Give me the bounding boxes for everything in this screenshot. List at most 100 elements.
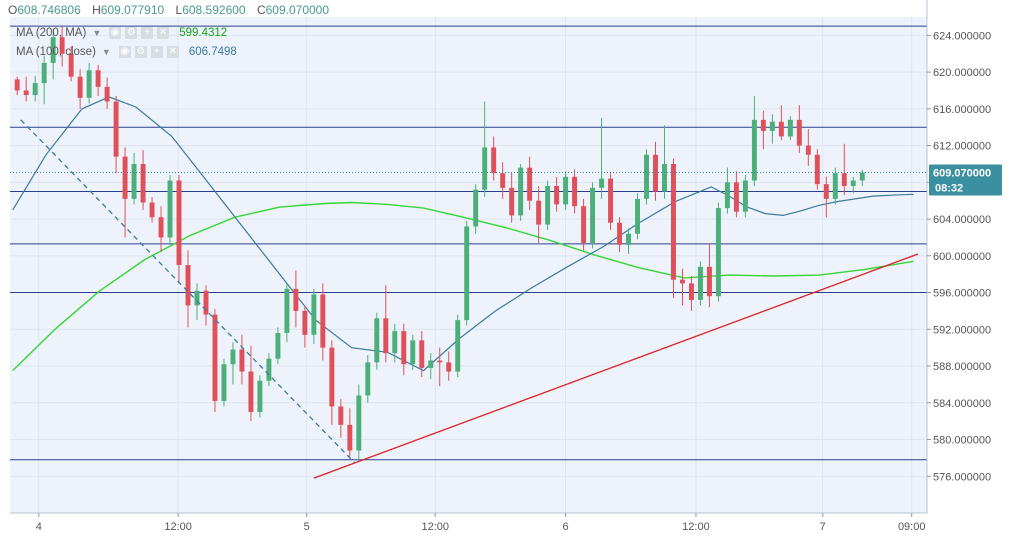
candle-body — [563, 176, 569, 205]
ohlc-legend: O608.746806 H609.077910 L608.592600 C609… — [8, 3, 337, 17]
candle-body — [536, 200, 542, 225]
low-label: L — [175, 3, 183, 17]
candle-down — [248, 345, 254, 422]
ma200-line — [12, 201, 914, 372]
eye-icon[interactable]: ◉ — [109, 27, 122, 39]
close-icon[interactable]: ✕ — [157, 27, 170, 39]
candle-down — [527, 156, 533, 210]
candle-up — [428, 353, 434, 379]
candle-up — [545, 180, 551, 231]
price-tick-label: 620.000000 — [933, 67, 991, 79]
close-icon[interactable]: ✕ — [166, 46, 179, 58]
candle-down — [446, 351, 452, 381]
candle-down — [823, 176, 829, 218]
eye-icon[interactable]: ◉ — [118, 46, 131, 58]
candle-down — [212, 309, 218, 412]
candle-body — [365, 362, 371, 396]
candle-body — [644, 154, 649, 199]
price-tick-label: 592.000000 — [933, 324, 991, 336]
candle-body — [796, 119, 802, 146]
candle-up — [751, 95, 757, 187]
candle-down — [68, 46, 74, 82]
candle-down — [329, 340, 335, 425]
candle-up — [787, 116, 793, 141]
candle-body — [77, 76, 83, 98]
candle-body — [185, 265, 191, 306]
candle-body — [23, 90, 29, 96]
candle-up — [769, 114, 775, 144]
gear-icon[interactable]: ⚙ — [134, 46, 147, 58]
candle-body — [221, 364, 227, 401]
bar-countdown: 08:32 — [935, 183, 963, 195]
candle-body — [805, 145, 811, 155]
candle-down — [59, 26, 65, 67]
candle-body — [706, 266, 712, 297]
candle-up — [518, 163, 524, 221]
candle-body — [32, 83, 38, 96]
close-value: 609.070000 — [265, 3, 330, 17]
candle-body — [167, 180, 173, 238]
candle-body — [320, 294, 326, 348]
candle-body — [464, 226, 470, 321]
price-tick-label: 616.000000 — [933, 104, 991, 116]
candle-body — [356, 395, 362, 451]
candle-body — [769, 121, 775, 131]
resistance-trendline — [20, 119, 355, 463]
price-tick-label: 624.000000 — [933, 30, 991, 42]
candle-up — [50, 28, 56, 80]
candle-body — [724, 182, 730, 209]
candle-body — [473, 189, 479, 227]
support-trendline — [313, 253, 919, 479]
time-tick-label: 12:00 — [682, 521, 710, 533]
candle-down — [760, 110, 766, 150]
candle-down — [347, 408, 353, 458]
gear-icon[interactable]: ⚙ — [125, 27, 138, 39]
candle-down — [383, 285, 389, 363]
candle-up — [41, 55, 47, 105]
indicator-ma100[interactable]: MA (100, close) ▼ ◉ ⚙ + ✕ 606.7498 — [16, 46, 237, 58]
candle-body — [140, 163, 146, 203]
time-tick-label: 4 — [36, 521, 42, 533]
candle-body — [50, 37, 56, 63]
candle-up — [356, 384, 362, 462]
candle-body — [248, 371, 254, 412]
candle-up — [257, 375, 263, 418]
indicator-ma200[interactable]: MA (200, MA) ▼ ◉ ⚙ + ✕ 599.4312 — [16, 27, 227, 39]
candle-body — [859, 172, 865, 181]
time-tick-label: 5 — [304, 521, 310, 533]
candle-up — [392, 323, 398, 363]
plus-icon[interactable]: + — [141, 27, 154, 39]
candle-up — [221, 358, 227, 407]
last-price-tag — [929, 164, 1002, 196]
chevron-down-icon[interactable]: ▼ — [92, 28, 102, 38]
indicator-ma200-value: 599.4312 — [179, 27, 228, 39]
time-tick-label: 09:00 — [898, 521, 926, 533]
plus-icon[interactable]: + — [150, 46, 163, 58]
high-label: H — [92, 3, 101, 17]
candle-body — [814, 154, 820, 185]
candle-body — [491, 147, 497, 174]
candle-body — [212, 314, 218, 401]
indicator-ma100-label: MA (100, close) — [16, 46, 96, 58]
candle-body — [176, 180, 182, 265]
chevron-down-icon[interactable]: ▼ — [101, 47, 111, 57]
price-tick-label: 604.000000 — [933, 214, 991, 226]
candle-down — [581, 198, 587, 251]
price-tick-label: 580.000000 — [933, 435, 991, 447]
candle-body — [392, 331, 398, 354]
candle-down — [158, 206, 164, 253]
candle-body — [482, 147, 488, 190]
price-tick-label: 584.000000 — [933, 398, 991, 410]
candle-down — [653, 141, 658, 201]
candle-down — [778, 105, 784, 141]
candle-body — [59, 37, 65, 54]
time-tick-label: 6 — [563, 521, 569, 533]
candle-up — [599, 118, 605, 199]
candle-down — [14, 76, 20, 96]
candle-body — [104, 86, 110, 102]
candle-body — [113, 101, 119, 157]
candle-body — [122, 156, 128, 199]
candle-up — [626, 228, 631, 254]
candle-body — [715, 208, 721, 297]
